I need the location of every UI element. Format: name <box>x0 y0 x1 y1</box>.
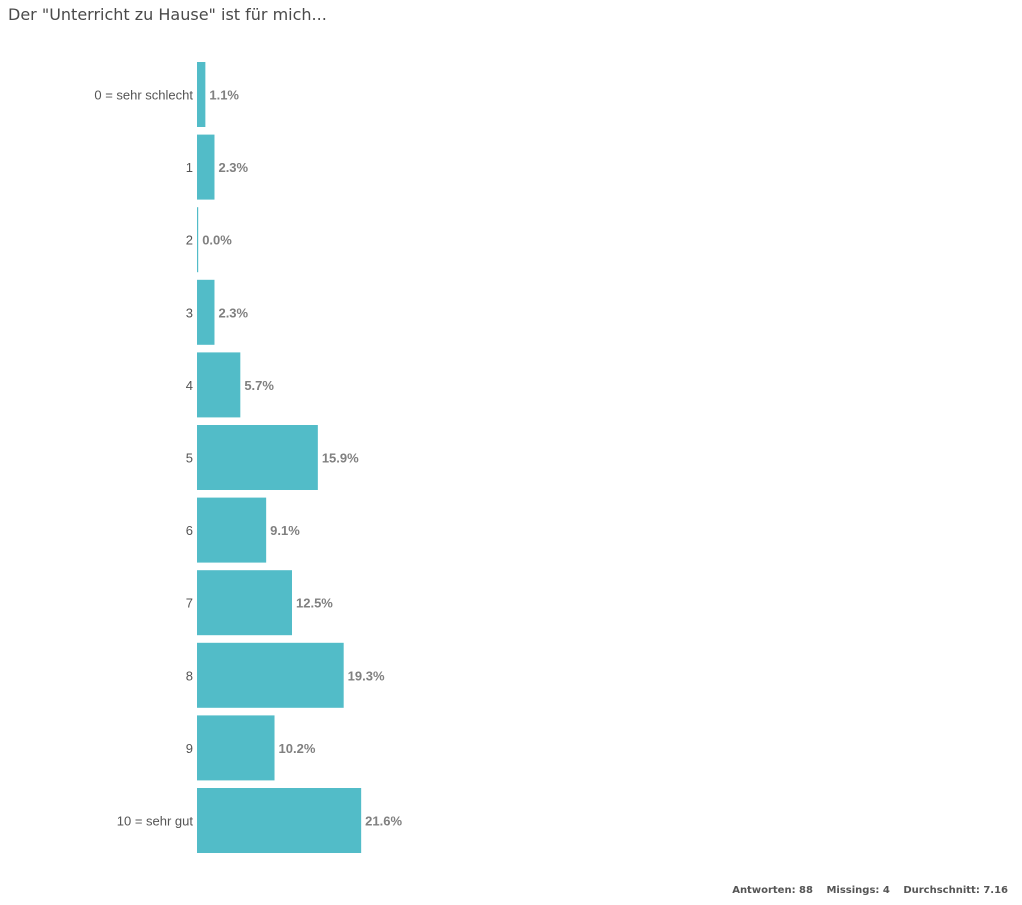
bar-4 <box>197 352 241 418</box>
bar-8 <box>197 642 344 708</box>
answers-count: Antworten: 88 <box>732 885 813 896</box>
bar-6 <box>197 497 267 563</box>
bar-chart: 0 = sehr schlecht 1.1% 1 2.3% 2 0.0% 3 2.3% 4 5.7… <box>94 62 402 853</box>
value-label-0: 1.1% <box>209 88 239 103</box>
category-label-0: 0 = sehr schlecht <box>94 88 193 103</box>
value-label-10: 21.6% <box>365 814 402 829</box>
category-label-7: 7 <box>186 596 193 611</box>
category-label-9: 9 <box>186 741 193 756</box>
summary-stats: Antworten: 88 Missings: 4 Durchschnitt: … <box>732 885 1008 896</box>
bar-0 <box>197 62 206 127</box>
category-label-1: 1 <box>186 160 193 175</box>
category-label-4: 4 <box>186 378 193 393</box>
value-label-2: 0.0% <box>202 233 232 248</box>
category-label-3: 3 <box>186 305 193 320</box>
category-label-6: 6 <box>186 523 193 538</box>
value-label-3: 2.3% <box>218 305 248 320</box>
value-label-5: 15.9% <box>322 451 359 466</box>
category-label-8: 8 <box>186 668 193 683</box>
value-label-6: 9.1% <box>270 523 300 538</box>
bar-9 <box>197 715 275 781</box>
missings-count: Missings: 4 <box>826 885 890 896</box>
value-label-1: 2.3% <box>218 160 248 175</box>
value-label-4: 5.7% <box>244 378 274 393</box>
category-label-5: 5 <box>186 451 193 466</box>
value-label-8: 19.3% <box>348 668 385 683</box>
chart-title: Der "Unterricht zu Hause" ist für mich..… <box>8 5 327 24</box>
bar-3 <box>197 279 215 345</box>
bar-1 <box>197 134 215 200</box>
value-label-9: 10.2% <box>279 741 316 756</box>
average-value: Durchschnitt: 7.16 <box>903 885 1008 896</box>
category-label-10: 10 = sehr gut <box>117 814 194 829</box>
bar-2 <box>197 207 199 273</box>
bar-10 <box>197 788 362 853</box>
category-label-2: 2 <box>186 233 193 248</box>
bar-7 <box>197 570 292 636</box>
value-label-7: 12.5% <box>296 596 333 611</box>
bar-5 <box>197 425 318 490</box>
